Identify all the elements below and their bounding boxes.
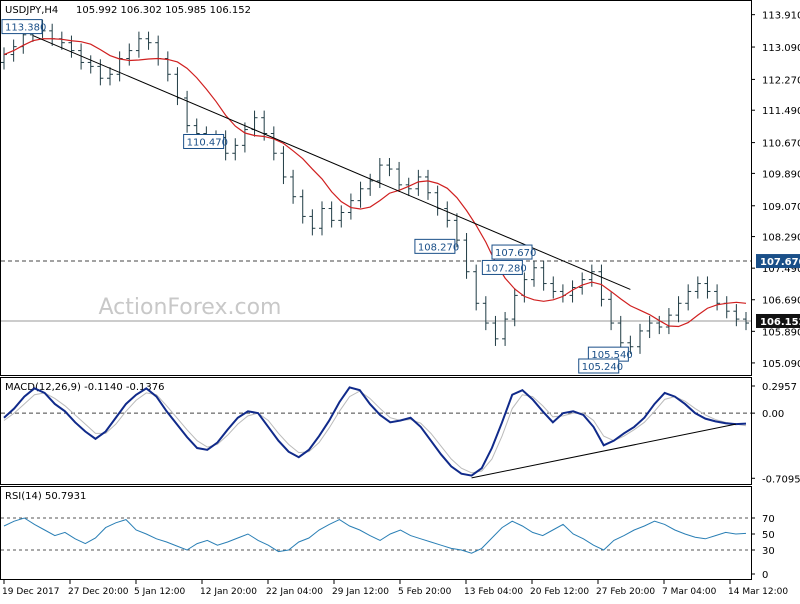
price-y-tick-label: 107.490: [762, 264, 800, 275]
x-tick-label: 13 Feb 04:00: [464, 587, 523, 597]
rsi-y-tick-label: 30: [762, 546, 775, 557]
price-annotation-label: 110.470: [187, 137, 228, 148]
price-y-tick-label: 109.890: [762, 169, 800, 180]
x-tick-label: 22 Jan 04:00: [266, 587, 323, 597]
rsi-layer: 70 50 30 0: [1, 514, 775, 581]
macd-layer: 0.2957 0.00 -0.7095: [1, 382, 800, 485]
price-y-axis: 113.910 113.090 112.270 111.490 110.670 109.8…: [751, 11, 800, 370]
x-tick-label: 7 Mar 04:00: [662, 587, 717, 597]
x-tick-label: 27 Feb 20:00: [596, 587, 655, 597]
macd-panel-frame: [0, 377, 752, 485]
rsi-title: RSI(14) 50.7931: [5, 491, 86, 502]
price-annotation-label: 105.240: [582, 362, 623, 373]
rsi-y-tick-label: 50: [762, 530, 775, 541]
price-annotation-label: 107.280: [485, 263, 526, 274]
price-y-tick-label: 109.070: [762, 202, 800, 213]
rsi-y-tick-label: 0: [762, 570, 768, 581]
moving-average-line: [3, 38, 747, 328]
macd-line: [3, 386, 747, 477]
price-y-tick-label: 113.910: [762, 11, 800, 22]
price-annotation-box: [491, 244, 533, 260]
macd-signal-line: [3, 390, 747, 474]
price-panel-frame: [0, 0, 752, 376]
price-level-tag: [756, 254, 800, 269]
price-y-tick-label: 112.270: [762, 75, 800, 86]
price-ohlc-label: 105.992 106.302 105.985 106.152: [76, 5, 251, 16]
price-level-tag: [756, 313, 800, 328]
price-annotation-label: 113.380: [5, 23, 46, 34]
macd-title: MACD(12,26,9) -0.1140 -0.1376: [5, 382, 165, 393]
watermark: ActionForex.com: [99, 295, 282, 320]
macd-y-tick-label: 0.00: [762, 409, 784, 420]
x-axis: 19 Dec 2017 27 Dec 20:00 5 Jan 12:00 12 Jan…: [2, 580, 788, 597]
price-annotation-box: [1, 19, 43, 35]
x-tick-label: 19 Dec 2017: [2, 587, 60, 597]
rsi-y-tick-label: 70: [762, 514, 775, 525]
price-levels: 107.670 106.152: [1, 254, 800, 328]
x-tick-label: 20 Feb 12:00: [530, 587, 589, 597]
x-tick-label: 29 Jan 12:00: [332, 587, 389, 597]
x-tick-label: 5 Jan 12:00: [134, 587, 186, 597]
price-annotation-label: 108.270: [418, 242, 459, 253]
price-y-tick-label: 108.290: [762, 233, 800, 244]
rsi-panel-frame: [0, 486, 752, 580]
price-annotation-box: [183, 133, 225, 149]
price-y-tick-label: 105.890: [762, 327, 800, 338]
macd-trendline: [471, 423, 736, 479]
price-y-tick-label: 106.690: [762, 296, 800, 307]
macd-y-tick-label: -0.7095: [762, 474, 800, 485]
price-y-tick-label: 113.090: [762, 43, 800, 54]
x-tick-label: 5 Feb 20:00: [398, 587, 452, 597]
price-y-tick-label: 111.490: [762, 106, 800, 117]
price-annotation-label: 105.540: [591, 350, 632, 361]
price-level-label: 106.152: [760, 317, 800, 328]
price-y-tick-label: 110.670: [762, 139, 800, 150]
price-annotation-box: [578, 358, 620, 374]
price-annotations: 113.380 110.470 108.270 107.670 105.540 107.2…: [1, 19, 633, 374]
price-annotation-box: [481, 259, 523, 275]
price-level-label: 107.670: [760, 257, 800, 268]
x-tick-label: 12 Jan 20:00: [200, 587, 257, 597]
price-title: USDJPY,H4: [5, 5, 58, 16]
price-annotation-box: [414, 238, 456, 254]
rsi-line: [3, 517, 747, 554]
price-annotation-label: 107.670: [495, 248, 536, 259]
x-tick-label: 14 Mar 12:00: [728, 587, 788, 597]
x-tick-label: 27 Dec 20:00: [68, 587, 129, 597]
price-y-tick-label: 105.090: [762, 359, 800, 370]
macd-y-tick-label: 0.2957: [762, 382, 797, 393]
